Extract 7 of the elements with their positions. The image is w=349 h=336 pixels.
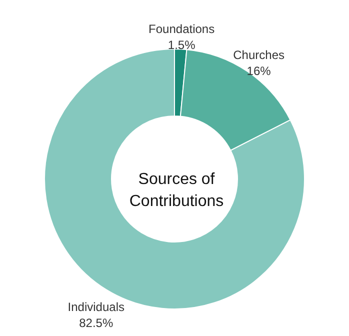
data-label: 16%	[246, 64, 272, 78]
text: Sources of Contributions	[129, 171, 224, 210]
slice-label: Foundations	[148, 22, 215, 36]
slice-label: Individuals	[68, 300, 124, 314]
slice-label: Churches	[233, 48, 284, 62]
data-label: 82.5%	[79, 316, 114, 330]
data-label: 1.5%	[168, 38, 196, 52]
